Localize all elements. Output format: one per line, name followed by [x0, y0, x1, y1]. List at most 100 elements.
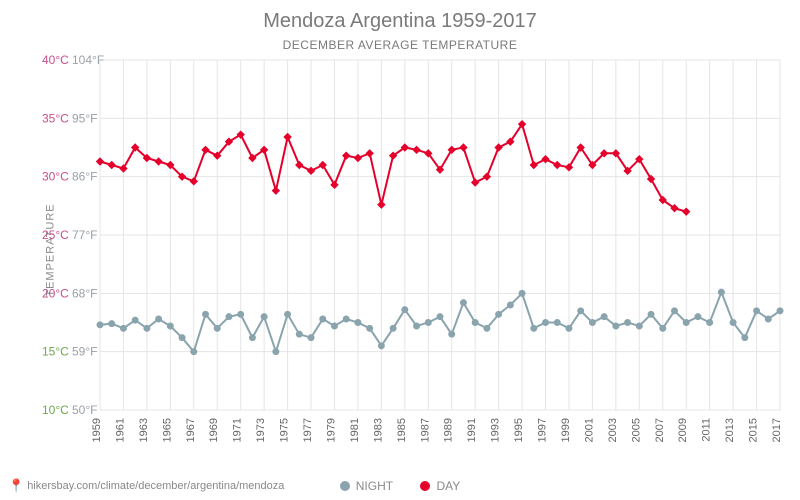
x-tick: 2003 [607, 418, 619, 442]
marker-night [507, 302, 513, 308]
x-tick: 1965 [161, 418, 173, 442]
x-tick: 1969 [208, 418, 220, 442]
y-tick-c: 10°C [42, 403, 69, 417]
marker-night [97, 322, 103, 328]
x-tick: 2001 [583, 418, 595, 442]
x-tick: 1973 [255, 418, 267, 442]
marker-night [460, 300, 466, 306]
marker-night [425, 320, 431, 326]
marker-day [354, 155, 361, 162]
marker-day [272, 187, 279, 194]
marker-night [378, 343, 384, 349]
marker-night [765, 316, 771, 322]
x-tick: 1997 [537, 418, 549, 442]
marker-night [167, 323, 173, 329]
x-tick: 1993 [490, 418, 502, 442]
marker-night [355, 320, 361, 326]
legend-item-day: DAY [420, 479, 460, 493]
marker-night [144, 325, 150, 331]
marker-night [285, 311, 291, 317]
x-tick: 1961 [114, 418, 126, 442]
legend-label-day: DAY [436, 479, 460, 493]
x-tick: 1983 [372, 418, 384, 442]
marker-night [320, 316, 326, 322]
marker-night [625, 320, 631, 326]
marker-night [519, 290, 525, 296]
marker-day [308, 167, 315, 174]
x-tick: 1967 [185, 418, 197, 442]
marker-night [367, 325, 373, 331]
marker-night [566, 325, 572, 331]
y-tick-f: 59°F [72, 345, 97, 359]
x-tick: 1971 [232, 418, 244, 442]
x-tick: 1981 [349, 418, 361, 442]
marker-night [402, 307, 408, 313]
marker-day [97, 158, 104, 165]
y-tick-c: 15°C [42, 345, 69, 359]
marker-night [742, 335, 748, 341]
marker-night [636, 323, 642, 329]
y-tick-f: 68°F [72, 286, 97, 300]
marker-night [203, 311, 209, 317]
marker-night [578, 308, 584, 314]
y-tick-f: 95°F [72, 111, 97, 125]
marker-night [308, 335, 314, 341]
marker-night [296, 331, 302, 337]
x-tick: 2017 [771, 418, 783, 442]
series-line-day [100, 124, 686, 212]
marker-night [589, 320, 595, 326]
marker-night [273, 349, 279, 355]
legend-swatch-night [340, 481, 350, 491]
marker-night [754, 308, 760, 314]
marker-day [472, 179, 479, 186]
marker-night [601, 314, 607, 320]
marker-night [120, 325, 126, 331]
marker-night [156, 316, 162, 322]
x-tick: 1999 [560, 418, 572, 442]
marker-day [343, 152, 350, 159]
marker-night [238, 311, 244, 317]
y-tick-f: 104°F [72, 53, 104, 67]
marker-day [495, 144, 502, 151]
marker-day [284, 134, 291, 141]
marker-day [554, 162, 561, 169]
marker-day [155, 158, 162, 165]
marker-night [249, 335, 255, 341]
y-tick-c: 40°C [42, 53, 69, 67]
marker-night [414, 323, 420, 329]
marker-day [460, 144, 467, 151]
y-tick-c: 35°C [42, 111, 69, 125]
legend-label-night: NIGHT [356, 479, 393, 493]
marker-night [343, 316, 349, 322]
marker-night [261, 314, 267, 320]
y-tick-f: 86°F [72, 170, 97, 184]
y-tick-c: 30°C [42, 170, 69, 184]
marker-night [695, 314, 701, 320]
marker-night [132, 317, 138, 323]
marker-night [109, 321, 115, 327]
pin-icon: 📍 [8, 478, 24, 494]
y-tick-f: 50°F [72, 403, 97, 417]
marker-night [707, 320, 713, 326]
marker-night [179, 335, 185, 341]
x-tick: 1975 [279, 418, 291, 442]
x-tick: 1977 [302, 418, 314, 442]
marker-night [484, 325, 490, 331]
marker-night [543, 320, 549, 326]
marker-day [366, 150, 373, 157]
marker-day [530, 162, 537, 169]
marker-night [472, 320, 478, 326]
marker-day [202, 146, 209, 153]
credit-text: hikersbay.com/climate/december/argentina… [27, 480, 284, 492]
x-tick: 1985 [396, 418, 408, 442]
x-tick: 1963 [138, 418, 150, 442]
marker-night [554, 320, 560, 326]
marker-night [660, 325, 666, 331]
chart-svg: 10°C50°F15°C59°F20°C68°F25°C77°F30°C86°F… [0, 0, 800, 500]
marker-day [483, 173, 490, 180]
marker-night [683, 320, 689, 326]
marker-night [191, 349, 197, 355]
marker-night [613, 323, 619, 329]
marker-day [378, 201, 385, 208]
x-tick: 2009 [677, 418, 689, 442]
